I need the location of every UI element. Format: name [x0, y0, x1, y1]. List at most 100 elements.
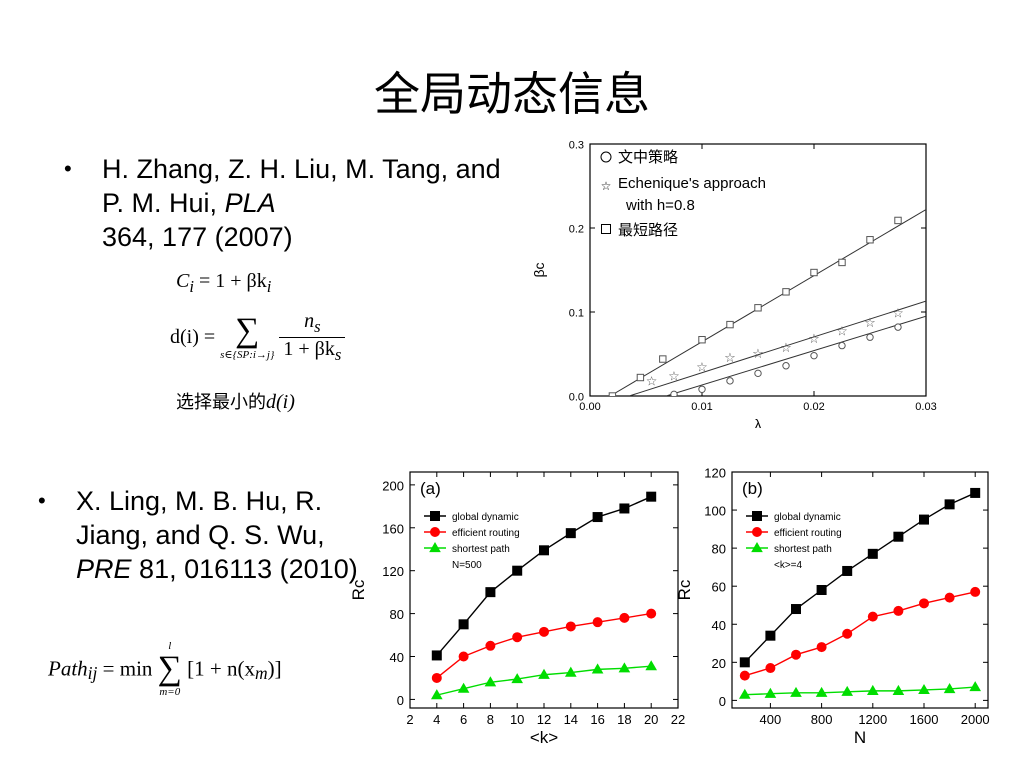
data-point: [782, 288, 790, 296]
formula-path-min: = min: [102, 656, 153, 681]
rc-k-chart: 2 4 6 8 10 12 14 16 18 20 22 0 40 80 120 160 200 <k> Rc (a)…: [350, 471, 685, 747]
y-tick-label: 20: [712, 656, 726, 671]
data-point: [944, 592, 955, 603]
data-point: [485, 587, 496, 598]
x-axis-label: <k>: [530, 728, 558, 747]
reference-1-authors: H. Zhang, Z. H. Liu, M. Tang, and P. M. …: [102, 154, 501, 218]
series-star: ☆ ☆ ☆ ☆ ☆ ☆ ☆ ☆ ☆ ☆: [629, 300, 926, 396]
series-shortest-path: [738, 681, 982, 699]
y-tick-label: 0.0: [569, 392, 584, 404]
y-tick-label: 40: [712, 618, 726, 633]
data-point: [791, 604, 801, 615]
data-point: [618, 662, 631, 673]
y-tick-label: 120: [382, 564, 404, 579]
reference-1: • H. Zhang, Z. H. Liu, M. Tang, and P. M…: [64, 152, 502, 254]
data-point: ☆: [836, 323, 848, 338]
legend-label: 文中策略: [618, 149, 678, 166]
series-circle: [666, 315, 926, 396]
y-tick-label: 0.1: [569, 308, 584, 320]
data-point: [739, 670, 750, 681]
series-shortest-path: [430, 660, 658, 700]
data-point: ☆: [808, 331, 820, 346]
y-tick-label: 0.3: [569, 140, 584, 152]
y-axis-label: βc: [531, 262, 547, 277]
x-tick-label: 1600: [910, 712, 939, 727]
data-point: [539, 626, 549, 637]
data-point: [944, 499, 955, 510]
x-tick-label: 0.03: [915, 401, 936, 413]
data-point: [866, 684, 879, 695]
data-point: [726, 320, 734, 329]
reference-2: • X. Ling, M. B. Hu, R. Jiang, and Q. S.…: [38, 484, 366, 586]
data-point: [816, 642, 827, 653]
reference-1-volume: 364, 177 (2007): [102, 222, 293, 252]
formula-distance-sum: ∑ s∈{SP:i→j}: [220, 314, 275, 362]
y-tick-label: 200: [382, 478, 404, 493]
formula-cost-lhs-sub: i: [189, 277, 194, 296]
data-point: [538, 668, 550, 679]
legend-marker: [600, 151, 612, 163]
x-tick-label: 0.02: [803, 401, 824, 413]
data-point: [867, 611, 878, 622]
fraction-numerator-sub: s: [314, 317, 321, 336]
y-axis-label: Rc: [676, 579, 694, 600]
panel-label: (a): [420, 479, 441, 498]
formula-distance-sum-range: s∈{SP:i→j}: [220, 349, 275, 361]
x-axis-label: λ: [755, 416, 762, 428]
legend-note: N=500: [452, 560, 482, 571]
data-point: [619, 612, 630, 623]
legend-marker: [752, 527, 762, 537]
bullet-dot: •: [64, 156, 72, 181]
legend: global dynamic efficient routing shortest …: [746, 511, 842, 571]
data-point: [698, 385, 706, 393]
x-tick-label: 2000: [961, 712, 990, 727]
y-tick-label: 160: [382, 521, 404, 536]
data-point: [565, 528, 576, 539]
data-point: ☆: [724, 350, 736, 365]
formula-path-lhs-sub: ij: [87, 663, 98, 683]
data-point: [893, 531, 904, 542]
data-point: [726, 377, 734, 385]
data-point: [565, 621, 576, 632]
data-point: [866, 236, 874, 244]
rc-n-chart: 400 800 1200 1600 2000 0 20 40 60 80 100 120 N Rc (b) g…: [676, 466, 990, 748]
data-point: [430, 689, 443, 700]
data-point: [970, 487, 981, 498]
formula-cost: Ci = 1 + βki: [176, 270, 271, 297]
data-point: ☆: [752, 346, 764, 361]
data-point: [754, 304, 762, 312]
data-point: [539, 545, 549, 556]
y-tick-label: 0: [719, 694, 726, 709]
data-point: [636, 373, 645, 382]
legend-marker: [601, 224, 611, 234]
data-point: [790, 686, 802, 697]
data-point: [810, 268, 818, 277]
formula-path-term-end: )]: [267, 656, 282, 681]
reference-2-authors: X. Ling, M. B. Hu, R. Jiang, and Q. S. W…: [76, 486, 325, 550]
formula-distance-fraction: ns 1 + βks: [279, 310, 346, 365]
y-tick-label: 0: [397, 693, 404, 708]
data-point: [815, 686, 828, 697]
panel-label: (b): [742, 479, 763, 498]
formula-distance: d(i) = ∑ s∈{SP:i→j} ns 1 + βks: [170, 310, 346, 365]
formula-distance-lhs: d(i) =: [170, 326, 216, 348]
data-point: [698, 336, 706, 344]
sum-symbol: ∑: [157, 650, 182, 687]
data-point: [838, 341, 846, 350]
x-tick-label: 0.01: [691, 401, 712, 413]
legend: 文中策略 ☆ Echenique's approach with h=0.8 最短路径: [600, 149, 766, 239]
legend-marker: [751, 542, 763, 553]
legend-label: Echenique's approach: [618, 175, 766, 192]
data-point: [608, 392, 617, 396]
data-point: [458, 619, 469, 630]
data-point: [841, 685, 854, 696]
x-tick-label: 22: [671, 712, 685, 727]
formula-path-sum: l ∑ m=0: [158, 640, 182, 698]
data-point: [919, 598, 929, 609]
data-point: [659, 355, 667, 363]
data-point: [646, 491, 657, 502]
data-point: [782, 362, 790, 370]
x-tick-label: 12: [537, 712, 551, 727]
x-tick-label: 6: [460, 712, 467, 727]
